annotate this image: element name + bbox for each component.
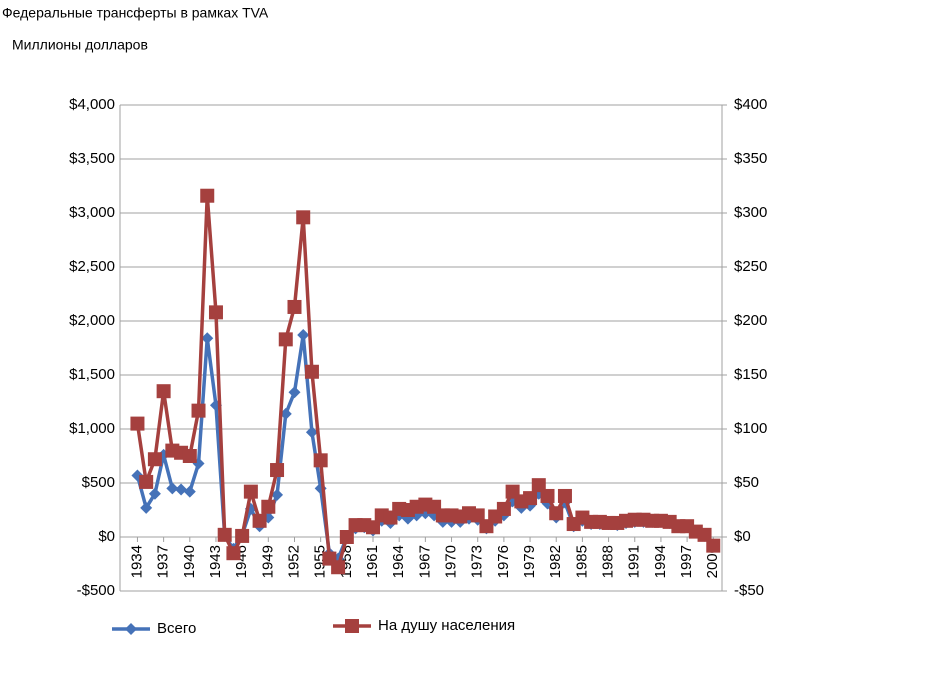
data-point (297, 329, 310, 342)
data-point (148, 487, 161, 500)
data-point (270, 463, 285, 478)
y-tick-label: $2,500 (69, 258, 115, 275)
data-point (331, 560, 346, 575)
x-tick-label: 1937 (155, 545, 172, 578)
x-tick-label: 1985 (573, 545, 590, 578)
x-tick-label: 1943 (207, 545, 224, 578)
x-tick-label: 1940 (181, 545, 198, 578)
data-point (279, 407, 292, 420)
data-point (166, 482, 179, 495)
y-tick-label: -$500 (77, 582, 115, 599)
x-tick-label: 1976 (495, 545, 512, 578)
y-tick-label: $3,000 (69, 204, 115, 221)
data-point (287, 299, 302, 314)
data-point (252, 513, 267, 528)
x-tick-label: 1979 (521, 545, 538, 578)
y2-tick-label: $50 (734, 474, 759, 491)
y2-tick-label: -$50 (734, 582, 764, 599)
data-point (271, 488, 284, 501)
y2-tick-label: $300 (734, 204, 767, 221)
x-tick-label: 1967 (416, 545, 433, 578)
data-point (313, 453, 328, 468)
data-point (296, 210, 311, 225)
data-point (706, 538, 721, 553)
data-point (339, 530, 354, 544)
y2-tick-label: $0 (734, 528, 751, 545)
legend-label: На душу населения (378, 617, 515, 634)
data-point (496, 501, 511, 516)
data-point (139, 474, 154, 489)
data-point (697, 527, 712, 542)
chart-subtitle: Миллионы долларов (12, 37, 148, 53)
x-tick-label: 1991 (626, 545, 643, 578)
data-point (540, 488, 555, 503)
y-tick-label: $500 (82, 474, 115, 491)
y-tick-label: $0 (98, 528, 115, 545)
y-tick-label: $4,000 (69, 96, 115, 113)
data-point (304, 364, 319, 379)
legend-label: Всего (157, 620, 196, 637)
x-tick-label: 1988 (600, 545, 617, 578)
data-point (305, 426, 318, 439)
data-point (130, 416, 145, 431)
data-point (288, 386, 301, 399)
data-point (140, 501, 153, 514)
x-tick-label: 1982 (547, 545, 564, 578)
data-point (147, 452, 162, 467)
data-point (366, 520, 381, 535)
legend-marker (345, 619, 359, 633)
data-point (235, 528, 250, 543)
data-point (261, 499, 276, 514)
data-point (191, 403, 206, 418)
data-point (208, 305, 223, 320)
y2-tick-label: $200 (734, 312, 767, 329)
y-tick-label: $2,000 (69, 312, 115, 329)
data-point (182, 449, 197, 463)
data-point (243, 484, 258, 499)
y-tick-label: $1,000 (69, 420, 115, 437)
y2-tick-label: $150 (734, 366, 767, 383)
data-point (470, 508, 485, 523)
data-point (156, 384, 171, 399)
y2-tick-label: $400 (734, 96, 767, 113)
data-point (200, 188, 215, 203)
data-point (278, 332, 293, 347)
x-tick-label: 1997 (678, 545, 695, 578)
x-tick-label: 1994 (652, 545, 669, 578)
data-point (226, 546, 241, 561)
data-point (557, 488, 572, 503)
y-tick-label: $3,500 (69, 150, 115, 167)
data-point (523, 491, 538, 506)
y-tick-label: $1,500 (69, 366, 115, 383)
data-point (175, 483, 188, 496)
x-tick-label: 1964 (390, 545, 407, 578)
x-tick-label: 1952 (285, 545, 302, 578)
y2-tick-label: $100 (734, 420, 767, 437)
data-point (531, 478, 546, 493)
y2-tick-label: $250 (734, 258, 767, 275)
data-point (217, 527, 232, 542)
data-point (183, 485, 196, 498)
x-tick-label: 1973 (469, 545, 486, 578)
data-point (201, 332, 214, 345)
x-tick-label: 2000 (704, 545, 721, 578)
x-tick-label: 1934 (128, 545, 145, 578)
legend-marker (125, 623, 137, 635)
data-point (549, 506, 564, 521)
y2-tick-label: $350 (734, 150, 767, 167)
x-tick-label: 1970 (443, 545, 460, 578)
x-tick-label: 1961 (364, 545, 381, 578)
x-tick-label: 1949 (259, 545, 276, 578)
chart-title: Федеральные трансферты в рамках TVA (2, 5, 269, 21)
